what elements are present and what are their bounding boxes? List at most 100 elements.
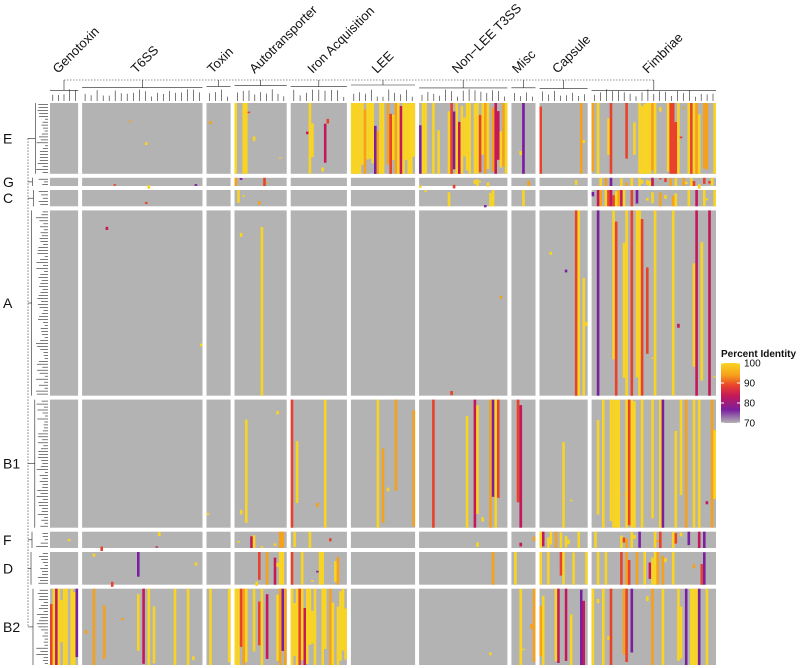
legend-tick-80: 80 <box>744 399 756 410</box>
cell-block-E-capsule <box>539 103 588 174</box>
cell-block-B1-capsule <box>539 399 588 528</box>
cell-block-B1-autotransporter <box>234 399 287 528</box>
cell-block-E-fimbriae <box>591 103 716 174</box>
cell-block-E-autotransporter <box>234 103 287 174</box>
cell-block-B2-genotoxin <box>50 588 79 665</box>
cell-block-A-genotoxin <box>50 210 79 396</box>
cell-block-B1-t6ss <box>82 399 203 528</box>
cell-block-G-autotransporter <box>234 177 287 186</box>
cell-block-A-toxin <box>206 210 231 396</box>
legend-tick-100: 100 <box>744 359 761 370</box>
column-label-toxin: Toxin <box>204 44 236 76</box>
cell-block-E-toxin <box>206 103 231 174</box>
cell-block-F-autotransporter <box>234 531 287 548</box>
cell-block-C-t6ss <box>82 190 203 207</box>
cell-block-D-non-lee-t3ss <box>419 552 508 585</box>
row-label-d: D <box>3 560 13 576</box>
cell-block-G-non-lee-t3ss <box>419 177 508 189</box>
legend-colorbar <box>721 363 740 423</box>
cell-block-B2-autotransporter <box>234 588 287 665</box>
legend-tick-90: 90 <box>744 379 756 390</box>
cell-block-D-t6ss <box>82 552 203 587</box>
cell-block-G-iron-acquisition <box>290 177 347 186</box>
cell-block-E-non-lee-t3ss <box>419 103 508 174</box>
column-label-fimbriae: Fimbriae <box>639 30 685 76</box>
cell-block-A-non-lee-t3ss <box>419 210 508 396</box>
cell-block-D-genotoxin <box>50 552 79 585</box>
cell-block-B2-misc <box>511 588 536 665</box>
cell-block-E-misc <box>511 103 536 174</box>
cell-block-F-toxin <box>206 531 231 548</box>
cell-block-B1-lee <box>350 399 416 528</box>
cell-block-C-capsule <box>539 190 588 207</box>
column-label-misc: Misc <box>509 46 539 76</box>
cell-block-F-genotoxin <box>50 531 79 548</box>
cell-block-A-lee <box>350 210 416 396</box>
cell-block-A-iron-acquisition <box>290 210 347 396</box>
cell-block-E-t6ss <box>82 103 203 174</box>
cell-block-D-autotransporter <box>234 552 287 586</box>
row-label-b2: B2 <box>3 619 20 635</box>
cell-block-F-non-lee-t3ss <box>419 531 508 548</box>
cell-block-C-non-lee-t3ss <box>419 190 508 208</box>
cell-block-A-misc <box>511 210 536 396</box>
cell-block-C-genotoxin <box>50 190 79 207</box>
cell-block-B2-t6ss <box>82 588 203 665</box>
legend-ticks: 100 90 80 70 <box>721 359 761 430</box>
cell-block-B2-non-lee-t3ss <box>419 588 508 665</box>
cell-block-E-genotoxin <box>50 103 79 174</box>
cell-block-G-misc <box>511 177 536 186</box>
cell-block-G-lee <box>350 177 416 186</box>
cell-block-B2-toxin <box>206 588 231 665</box>
legend-tick-70: 70 <box>744 419 756 430</box>
cell-block-F-misc <box>511 531 536 548</box>
row-label-b1: B1 <box>3 456 20 472</box>
cell-block-C-misc <box>511 190 536 207</box>
cell-block-G-toxin <box>206 177 231 186</box>
cell-block-F-iron-acquisition <box>290 531 347 548</box>
cell-block-F-capsule <box>539 531 588 548</box>
cell-block-B1-fimbriae <box>591 399 716 528</box>
cell-block-A-t6ss <box>82 210 203 396</box>
cell-block-D-misc <box>511 552 536 585</box>
column-label-capsule: Capsule <box>549 32 593 76</box>
column-label-lee: LEE <box>369 48 397 76</box>
cell-block-F-t6ss <box>82 531 203 551</box>
legend-title: Percent Identity <box>721 349 796 360</box>
row-label-e: E <box>3 130 12 146</box>
cell-block-A-capsule <box>539 210 588 396</box>
column-dendrogram <box>50 79 716 101</box>
cell-block-B1-genotoxin <box>50 399 79 528</box>
cell-block-B1-non-lee-t3ss <box>419 399 508 528</box>
cell-block-C-autotransporter <box>234 190 287 207</box>
cell-block-B2-iron-acquisition <box>290 588 347 665</box>
cell-block-B2-fimbriae <box>591 588 716 665</box>
cell-block-G-fimbriae <box>591 177 716 189</box>
cell-block-D-iron-acquisition <box>290 552 347 585</box>
row-label-f: F <box>3 532 12 548</box>
cell-block-C-toxin <box>206 190 231 207</box>
cell-block-F-fimbriae <box>591 531 716 549</box>
row-dendrogram <box>27 103 48 665</box>
cell-block-A-fimbriae <box>591 210 716 396</box>
row-label-g: G <box>3 174 14 190</box>
legend: Percent Identity 100 90 80 70 <box>721 349 796 430</box>
cell-block-E-iron-acquisition <box>290 103 347 174</box>
cell-block-B2-capsule <box>539 588 588 665</box>
cell-block-G-t6ss <box>82 177 203 189</box>
cell-block-C-iron-acquisition <box>290 190 347 207</box>
cell-block-B1-iron-acquisition <box>290 399 347 528</box>
row-label-c: C <box>3 190 13 206</box>
cell-block-B1-misc <box>511 399 536 528</box>
cell-block-C-fimbriae <box>591 190 716 207</box>
cell-block-C-lee <box>350 190 416 207</box>
cell-block-D-lee <box>350 552 416 585</box>
cell-block-D-toxin <box>206 552 231 585</box>
column-label-genotoxin: Genotoxin <box>50 24 103 77</box>
heatmap-body <box>50 103 716 665</box>
cell-block-E-lee <box>350 103 416 174</box>
cell-block-D-fimbriae <box>591 552 716 585</box>
cell-block-D-capsule <box>539 552 588 585</box>
